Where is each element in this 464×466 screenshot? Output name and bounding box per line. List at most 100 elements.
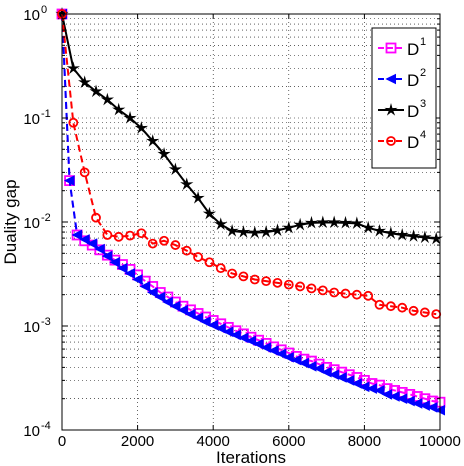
y-tick-label: 10 bbox=[23, 7, 40, 24]
series-marker bbox=[202, 206, 217, 220]
y-axis-label: Duality gap bbox=[1, 179, 20, 264]
series-marker bbox=[327, 215, 341, 229]
series-marker bbox=[193, 252, 203, 262]
series-marker bbox=[215, 263, 226, 274]
series-marker bbox=[134, 121, 149, 134]
y-tick-exponent: -1 bbox=[41, 108, 51, 120]
series-marker bbox=[361, 220, 375, 234]
series-marker bbox=[252, 338, 264, 350]
series-marker bbox=[86, 238, 98, 249]
x-tick-label: 2000 bbox=[121, 433, 154, 450]
series-line bbox=[61, 13, 437, 316]
series-marker bbox=[225, 223, 239, 237]
series-marker bbox=[139, 281, 151, 292]
series-marker bbox=[406, 229, 421, 242]
series-marker bbox=[373, 385, 385, 396]
series-marker bbox=[372, 223, 387, 237]
series-marker bbox=[191, 191, 205, 204]
series-marker bbox=[123, 111, 137, 124]
series-marker bbox=[259, 225, 273, 238]
series-marker bbox=[272, 277, 283, 288]
series-marker bbox=[124, 268, 136, 279]
series-marker bbox=[343, 375, 355, 386]
series-marker bbox=[304, 215, 319, 229]
series-marker bbox=[71, 229, 83, 241]
x-tick-label: 4000 bbox=[197, 433, 230, 450]
series-marker bbox=[295, 281, 306, 292]
series-group bbox=[55, 7, 446, 416]
series-marker bbox=[68, 117, 79, 128]
series-marker bbox=[131, 274, 143, 285]
series-marker bbox=[408, 305, 419, 316]
series-marker bbox=[200, 316, 211, 328]
legend-box bbox=[371, 27, 437, 169]
series-marker bbox=[180, 177, 194, 191]
series-marker bbox=[136, 228, 147, 239]
legend-label: D bbox=[407, 40, 419, 59]
series-marker bbox=[227, 268, 238, 279]
series-marker bbox=[419, 307, 430, 318]
series-marker bbox=[116, 262, 128, 274]
series-marker bbox=[426, 402, 438, 413]
y-tick-exponent: 0 bbox=[41, 4, 47, 16]
series-marker bbox=[275, 348, 287, 360]
series-4 bbox=[57, 9, 442, 320]
series-marker bbox=[181, 245, 192, 256]
series-marker bbox=[79, 167, 90, 178]
series-marker bbox=[261, 276, 272, 287]
series-marker bbox=[351, 378, 362, 389]
series-marker bbox=[282, 220, 296, 234]
series-marker bbox=[245, 335, 256, 347]
legend-label-superscript: 1 bbox=[420, 36, 426, 48]
series-marker bbox=[338, 215, 353, 229]
series-marker bbox=[336, 372, 347, 383]
series-marker bbox=[162, 296, 173, 308]
series-marker bbox=[411, 398, 423, 409]
y-tick-exponent: -3 bbox=[41, 316, 51, 328]
series-marker bbox=[184, 308, 196, 320]
series-marker bbox=[385, 73, 396, 85]
series-marker bbox=[94, 243, 105, 255]
series-marker bbox=[351, 289, 362, 300]
legend-label-superscript: 4 bbox=[420, 129, 426, 141]
y-tick-label: 10 bbox=[23, 423, 40, 440]
series-marker bbox=[222, 326, 234, 338]
series-marker bbox=[404, 395, 415, 407]
series-marker bbox=[214, 217, 228, 230]
y-tick-label: 10 bbox=[23, 215, 40, 232]
y-tick-exponent: -2 bbox=[41, 212, 51, 224]
series-marker bbox=[89, 84, 103, 98]
series-marker bbox=[298, 357, 309, 369]
series-marker bbox=[329, 287, 340, 298]
series-marker bbox=[154, 291, 166, 303]
series-marker bbox=[419, 400, 430, 411]
series-marker bbox=[147, 287, 158, 298]
series-marker bbox=[168, 162, 183, 176]
series-marker bbox=[230, 329, 241, 341]
series-marker bbox=[283, 351, 294, 363]
legend-label: D bbox=[407, 71, 419, 90]
series-marker bbox=[363, 290, 374, 301]
series-marker bbox=[385, 42, 397, 54]
series-marker bbox=[249, 274, 260, 285]
series-marker bbox=[237, 332, 249, 344]
series-marker bbox=[374, 299, 385, 310]
series-marker bbox=[147, 238, 158, 249]
series-marker bbox=[113, 231, 124, 242]
series-marker bbox=[146, 134, 160, 147]
x-axis-label: Iterations bbox=[216, 448, 286, 466]
series-marker bbox=[350, 216, 364, 230]
series-marker bbox=[78, 75, 92, 89]
series-marker bbox=[418, 230, 432, 244]
series-marker bbox=[317, 285, 328, 296]
series-marker bbox=[192, 312, 204, 324]
series-marker bbox=[170, 240, 181, 250]
series-marker bbox=[386, 136, 396, 146]
series-marker bbox=[395, 228, 409, 241]
series-marker bbox=[316, 215, 330, 229]
series-marker bbox=[66, 61, 80, 75]
legend-label: D bbox=[407, 102, 419, 121]
series-marker bbox=[101, 250, 113, 262]
